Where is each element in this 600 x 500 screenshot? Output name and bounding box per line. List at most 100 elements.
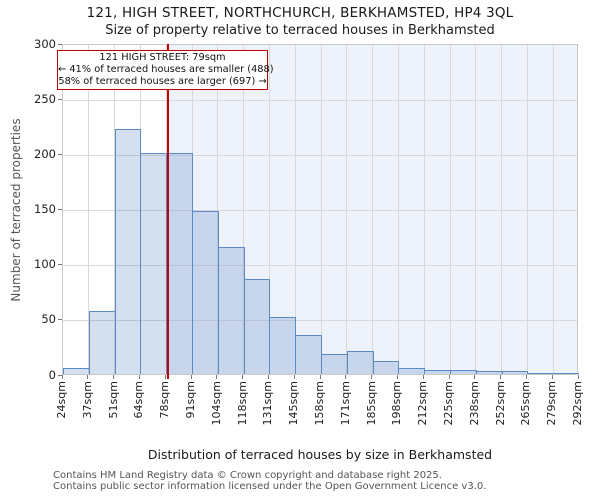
histogram-bar bbox=[527, 372, 555, 374]
x-tick-mark bbox=[138, 375, 140, 379]
x-tick-mark bbox=[448, 375, 450, 379]
histogram-bar bbox=[295, 335, 322, 374]
gridline-vertical bbox=[449, 45, 451, 374]
gridline-vertical bbox=[217, 45, 219, 374]
y-tick-label: 250 bbox=[34, 91, 56, 106]
x-tick-mark bbox=[87, 375, 89, 379]
x-tick-mark bbox=[113, 375, 115, 379]
property-size-marker-line bbox=[166, 44, 169, 379]
x-tick-label: 198sqm bbox=[390, 381, 404, 426]
gridline-vertical bbox=[243, 45, 245, 374]
x-tick-mark bbox=[164, 375, 166, 379]
histogram-bar bbox=[553, 372, 579, 374]
gridline-vertical bbox=[320, 45, 322, 374]
x-tick-label: 252sqm bbox=[493, 381, 507, 426]
y-tick-label: 300 bbox=[34, 36, 56, 51]
gridline-horizontal bbox=[63, 265, 577, 267]
x-tick-mark bbox=[216, 375, 218, 379]
x-tick-mark bbox=[293, 375, 295, 379]
gridline-horizontal bbox=[63, 320, 577, 322]
gridline-horizontal bbox=[63, 99, 577, 101]
x-tick-mark bbox=[422, 375, 424, 379]
x-tick-label: 171sqm bbox=[338, 381, 352, 426]
x-tick-label: 91sqm bbox=[184, 381, 197, 419]
histogram-bar bbox=[321, 354, 348, 374]
x-tick-label: 104sqm bbox=[209, 381, 223, 426]
histogram-bar bbox=[192, 210, 219, 374]
histogram-bar bbox=[424, 369, 451, 374]
x-axis-title: Distribution of terraced houses by size … bbox=[147, 447, 493, 462]
x-tick-label: 212sqm bbox=[416, 381, 430, 426]
gridline-vertical bbox=[294, 45, 296, 374]
gridline-vertical bbox=[526, 45, 528, 374]
x-tick-mark bbox=[371, 375, 373, 379]
annotation-line-3: 58% of terraced houses are larger (697) … bbox=[58, 76, 267, 88]
x-tick-label: 118sqm bbox=[235, 381, 249, 426]
y-tick-label: 0 bbox=[48, 367, 56, 382]
histogram-bar bbox=[450, 369, 477, 374]
x-tick-label: 78sqm bbox=[158, 381, 172, 419]
x-tick-mark bbox=[267, 375, 269, 379]
histogram-bar bbox=[372, 360, 400, 374]
footer-attribution-1: Contains HM Land Registry data © Crown c… bbox=[53, 470, 442, 481]
histogram-bar bbox=[398, 368, 426, 374]
annotation-box: 121 HIGH STREET: 79sqm ← 41% of terraced… bbox=[57, 50, 274, 90]
histogram-bar bbox=[166, 153, 193, 374]
x-tick-label: 131sqm bbox=[261, 381, 275, 426]
x-tick-label: 292sqm bbox=[571, 381, 584, 426]
x-tick-mark bbox=[396, 375, 398, 379]
histogram-bar bbox=[501, 370, 529, 374]
y-tick-mark bbox=[58, 209, 62, 210]
x-tick-label: 24sqm bbox=[55, 381, 68, 419]
x-tick-label: 37sqm bbox=[80, 381, 94, 419]
x-tick-mark bbox=[474, 375, 476, 379]
histogram-bar bbox=[63, 368, 90, 374]
y-tick-label: 200 bbox=[34, 146, 56, 161]
gridline-vertical bbox=[423, 45, 425, 374]
y-tick-label: 100 bbox=[34, 257, 56, 272]
y-tick-mark bbox=[58, 153, 62, 155]
histogram-bar bbox=[346, 350, 374, 374]
gridline-vertical bbox=[268, 45, 270, 374]
x-tick-label: 279sqm bbox=[545, 381, 559, 426]
x-tick-mark bbox=[345, 375, 347, 379]
annotation-line-1: 121 HIGH STREET: 79sqm bbox=[99, 51, 226, 63]
x-tick-label: 185sqm bbox=[364, 381, 378, 426]
y-tick-mark bbox=[58, 319, 62, 321]
y-tick-mark bbox=[58, 264, 62, 266]
histogram-bar bbox=[114, 129, 142, 374]
x-tick-label: 225sqm bbox=[442, 381, 455, 426]
x-tick-label: 158sqm bbox=[313, 381, 326, 426]
gridline-vertical bbox=[475, 45, 477, 374]
y-tick-mark bbox=[58, 98, 62, 100]
gridline-vertical bbox=[397, 45, 399, 374]
gridline-vertical bbox=[88, 45, 90, 374]
gridline-vertical bbox=[501, 45, 503, 374]
x-tick-mark bbox=[242, 375, 244, 379]
chart-subtitle: Size of property relative to terraced ho… bbox=[105, 23, 495, 38]
histogram-bar bbox=[88, 311, 116, 374]
x-tick-mark bbox=[525, 375, 527, 379]
x-tick-label: 51sqm bbox=[106, 381, 120, 419]
histogram-bar bbox=[243, 279, 271, 374]
x-tick-label: 265sqm bbox=[519, 381, 533, 426]
x-tick-mark bbox=[500, 375, 502, 379]
x-tick-label: 238sqm bbox=[467, 381, 481, 426]
x-tick-mark bbox=[190, 375, 192, 379]
x-tick-mark bbox=[319, 375, 321, 379]
y-tick-mark bbox=[58, 43, 62, 45]
histogram-bar bbox=[217, 247, 245, 374]
chart-title: 121, HIGH STREET, NORTHCHURCH, BERKHAMST… bbox=[86, 5, 514, 21]
y-tick-label: 50 bbox=[41, 312, 56, 327]
gridline-vertical bbox=[552, 45, 554, 374]
y-tick-label: 150 bbox=[34, 202, 56, 216]
annotation-line-2: ← 41% of terraced houses are smaller (48… bbox=[58, 63, 274, 75]
y-tick-mark bbox=[58, 374, 62, 376]
x-tick-label: 145sqm bbox=[287, 381, 301, 426]
gridline-vertical bbox=[346, 45, 348, 374]
footer-attribution-2: Contains public sector information licen… bbox=[53, 481, 487, 492]
x-tick-mark bbox=[61, 375, 63, 379]
plot-area bbox=[62, 44, 579, 375]
histogram-bar bbox=[269, 316, 297, 374]
